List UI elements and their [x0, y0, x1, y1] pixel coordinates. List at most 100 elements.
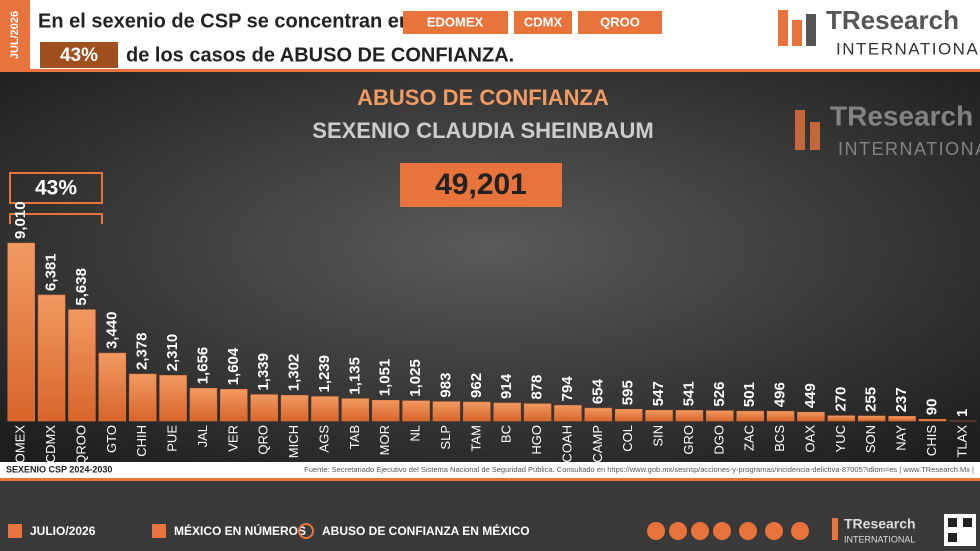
watermark-logo: TResearch INTERNATIONAL	[795, 100, 980, 159]
bar	[159, 375, 187, 422]
state-name: EDOMEX	[427, 14, 484, 29]
value-label: 1,302	[286, 354, 303, 392]
x-tick-label: CAMP	[590, 425, 605, 463]
state-box	[403, 11, 508, 34]
value-label: 962	[468, 373, 485, 398]
qr-code	[948, 533, 957, 542]
value-label: 1	[954, 409, 971, 417]
x-tick-label: CHIH	[134, 425, 149, 457]
bottom-bar	[0, 478, 980, 551]
bar	[523, 403, 552, 422]
value-label: 449	[802, 383, 819, 408]
x-tick-label: COAH	[559, 425, 574, 463]
x-tick-label: GTO	[104, 425, 119, 453]
bar	[311, 396, 339, 422]
value-label: 526	[711, 382, 728, 407]
value-label: 1,135	[346, 357, 363, 395]
footer-strip	[0, 462, 980, 478]
bar	[736, 410, 764, 422]
bar	[645, 409, 673, 422]
social-icon[interactable]	[791, 522, 809, 540]
x-tick-label: PUE	[165, 425, 180, 452]
social-icon[interactable]	[713, 522, 731, 540]
footer-source: Fuente: Secretariado Ejecutivo del Siste…	[304, 465, 974, 474]
share: 43%	[60, 45, 98, 66]
qr-code	[963, 518, 972, 527]
social-icon[interactable]	[691, 522, 709, 540]
value-label: 501	[741, 382, 758, 407]
x-tick-label: SIN	[651, 425, 666, 447]
bar	[371, 399, 400, 422]
social-icon[interactable]	[647, 522, 665, 540]
x-tick-label: BC	[499, 425, 514, 443]
state-box	[514, 11, 572, 34]
x-tick-label: NAY	[894, 425, 909, 451]
logo-sub: INTERNATIONAL	[844, 534, 915, 544]
x-tick-label: JAL	[195, 425, 210, 447]
calendar-icon	[8, 524, 22, 538]
bracket-label: 43%	[35, 177, 77, 200]
value-label: 1,604	[225, 347, 242, 385]
x-tick-label: VER	[225, 425, 240, 452]
x-tick-label: TLAX	[954, 425, 969, 458]
value-label: 496	[772, 382, 789, 407]
logo-icon	[792, 20, 802, 46]
footer-link[interactable]: ABUSO DE CONFIANZA EN MÉXICO	[322, 523, 530, 538]
qr-code	[948, 518, 957, 527]
logo-icon	[810, 122, 820, 150]
bar	[463, 401, 491, 422]
value-label: 3,440	[103, 311, 120, 349]
bracket	[9, 213, 103, 224]
bracket-box	[9, 172, 103, 204]
bar	[857, 415, 886, 422]
footer-link[interactable]: MÉXICO EN NÚMEROS	[174, 523, 306, 538]
value-label: 1,025	[407, 359, 424, 397]
x-tick-label: TAB	[347, 425, 362, 449]
state-name: QROO	[600, 14, 640, 29]
x-tick-label: GRO	[681, 425, 696, 455]
bar	[189, 388, 218, 422]
bar	[68, 309, 96, 422]
value-label: 1,239	[316, 355, 333, 393]
chart-title: ABUSO DE CONFIANZA	[357, 85, 609, 110]
bar	[827, 415, 856, 422]
header-line2: de los casos de ABUSO DE CONFIANZA.	[126, 44, 514, 66]
value-label: 90	[923, 399, 940, 416]
total-box	[400, 163, 562, 207]
bar	[614, 408, 643, 422]
bar	[493, 402, 521, 422]
x-tick-label: COL	[620, 425, 635, 452]
bar	[766, 410, 795, 422]
map-icon	[152, 524, 166, 538]
logo-sub: INTERNATIONAL	[838, 139, 980, 159]
header-date: JUL/2026	[9, 11, 21, 59]
x-tick-label: QRO	[256, 425, 271, 455]
x-tick-label: MOR	[377, 425, 392, 455]
logo-icon	[795, 110, 805, 150]
logo-icon	[832, 518, 838, 540]
bar	[706, 410, 734, 422]
social-icon[interactable]	[739, 522, 757, 540]
bar	[220, 389, 248, 422]
x-tick-label: YUC	[833, 425, 848, 452]
social-icon[interactable]	[669, 522, 687, 540]
x-tick-label: SON	[863, 425, 878, 453]
bottom-line	[0, 478, 980, 481]
value-label: 983	[437, 373, 454, 398]
header-line1: En el sexenio de CSP se concentran en	[38, 10, 411, 32]
x-tick-label: TAM	[468, 425, 483, 451]
logo-sub: INTERNATIONAL	[836, 39, 980, 58]
logo-main: TResearch	[830, 100, 973, 131]
header-line	[0, 69, 980, 72]
social-icon[interactable]	[765, 522, 783, 540]
bar	[797, 411, 825, 422]
x-tick-label: ZAC	[742, 425, 757, 451]
bar	[250, 394, 278, 422]
logo-main: TResearch	[844, 516, 916, 532]
value-label: 6,381	[43, 253, 60, 291]
value-label: 541	[680, 381, 697, 406]
x-tick-label: BCS	[772, 425, 787, 452]
chart-subtitle: SEXENIO CLAUDIA SHEINBAUM	[312, 118, 653, 143]
state-box	[578, 11, 662, 34]
